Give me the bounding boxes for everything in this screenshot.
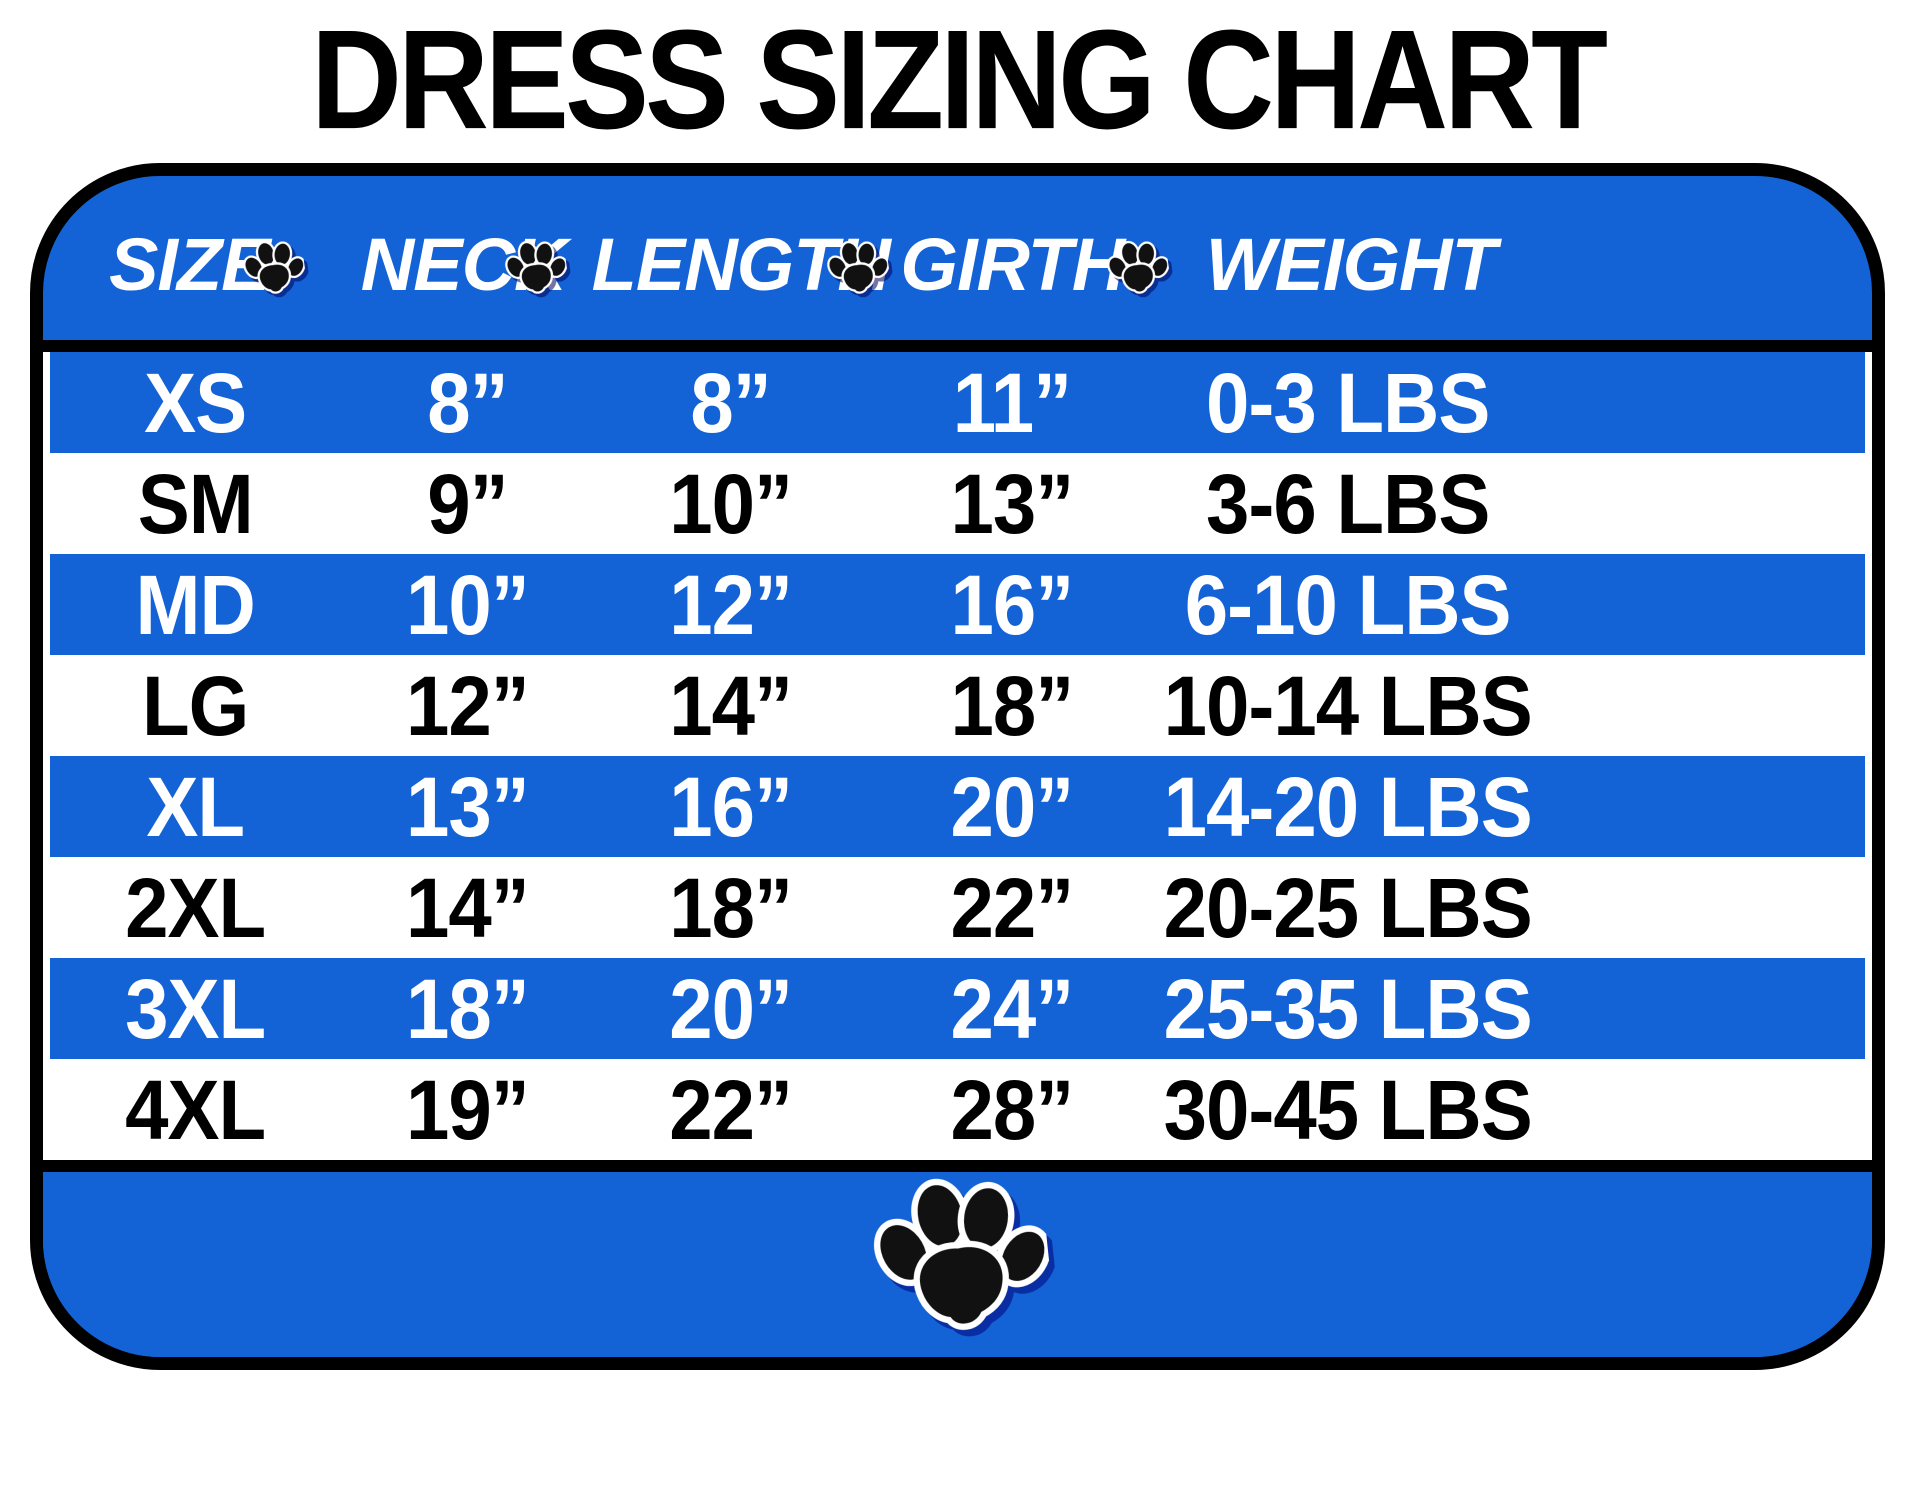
header-divider-line	[43, 340, 1872, 352]
paw-icon	[821, 235, 893, 307]
table-row-4xl: 4XL 19” 22” 28” 30-45 LBS	[50, 1059, 1865, 1160]
cell-length: 20”	[669, 960, 793, 1057]
cell-size: 4XL	[125, 1061, 266, 1158]
cell-girth: 22”	[950, 859, 1075, 956]
cell-weight: 25-35 LBS	[1163, 960, 1533, 1057]
cell-neck: 14”	[406, 859, 530, 956]
cell-girth: 16”	[950, 556, 1075, 653]
cell-size: LG	[142, 657, 249, 754]
cell-girth: 13”	[950, 455, 1075, 552]
cell-length: 8”	[690, 354, 771, 451]
table-row-sm: SM 9” 10” 13” 3-6 LBS	[50, 453, 1865, 554]
cell-size: 3XL	[125, 960, 266, 1057]
table-row-2xl: 2XL 14” 18” 22” 20-25 LBS	[50, 857, 1865, 958]
cell-girth: 24”	[950, 960, 1075, 1057]
cell-neck: 8”	[427, 354, 508, 451]
column-header-girth: GIRTH	[900, 223, 1125, 306]
table-row-md: MD 10” 12” 16” 6-10 LBS	[50, 554, 1865, 655]
cell-length: 14”	[669, 657, 793, 754]
table-header-row: SIZE NECK LENGTH GIRTH WEIGHT	[43, 176, 1872, 340]
paw-icon	[857, 1164, 1057, 1364]
cell-length: 18”	[669, 859, 793, 956]
cell-neck: 12”	[406, 657, 530, 754]
cell-weight: 10-14 LBS	[1163, 657, 1533, 754]
paw-icon	[1101, 235, 1173, 307]
cell-weight: 6-10 LBS	[1184, 556, 1512, 653]
cell-size: XL	[146, 758, 245, 855]
sizing-table-card: SIZE NECK LENGTH GIRTH WEIGHT XS 8” 8” 1…	[30, 163, 1885, 1370]
cell-weight: 20-25 LBS	[1163, 859, 1533, 956]
cell-weight: 3-6 LBS	[1205, 455, 1490, 552]
table-row-lg: LG 12” 14” 18” 10-14 LBS	[50, 655, 1865, 756]
cell-size: 2XL	[125, 859, 266, 956]
table-row-xs: XS 8” 8” 11” 0-3 LBS	[50, 352, 1865, 453]
table-body: XS 8” 8” 11” 0-3 LBS SM 9” 10” 13” 3-6 L…	[43, 352, 1872, 1160]
cell-length: 12”	[669, 556, 793, 653]
cell-neck: 19”	[406, 1061, 530, 1158]
cell-girth: 28”	[950, 1061, 1075, 1158]
cell-girth: 20”	[950, 758, 1075, 855]
cell-length: 22”	[669, 1061, 793, 1158]
cell-neck: 13”	[406, 758, 530, 855]
cell-girth: 11”	[952, 354, 1072, 451]
paw-icon	[499, 235, 571, 307]
cell-weight: 14-20 LBS	[1163, 758, 1533, 855]
column-header-weight: WEIGHT	[1205, 223, 1497, 306]
cell-size: SM	[137, 455, 254, 552]
cell-neck: 9”	[427, 455, 508, 552]
table-row-xl: XL 13” 16” 20” 14-20 LBS	[50, 756, 1865, 857]
cell-weight: 0-3 LBS	[1205, 354, 1490, 451]
cell-size: XS	[144, 354, 247, 451]
cell-girth: 18”	[950, 657, 1075, 754]
chart-title: DRESS SIZING CHART	[310, 0, 1608, 159]
cell-size: MD	[135, 556, 256, 653]
cell-neck: 10”	[406, 556, 530, 653]
paw-icon	[237, 235, 309, 307]
cell-length: 10”	[669, 455, 793, 552]
table-row-3xl: 3XL 18” 20” 24” 25-35 LBS	[50, 958, 1865, 1059]
cell-neck: 18”	[406, 960, 530, 1057]
footer-divider-line	[43, 1160, 1872, 1172]
cell-weight: 30-45 LBS	[1163, 1061, 1533, 1158]
cell-length: 16”	[669, 758, 793, 855]
table-footer	[43, 1172, 1872, 1357]
